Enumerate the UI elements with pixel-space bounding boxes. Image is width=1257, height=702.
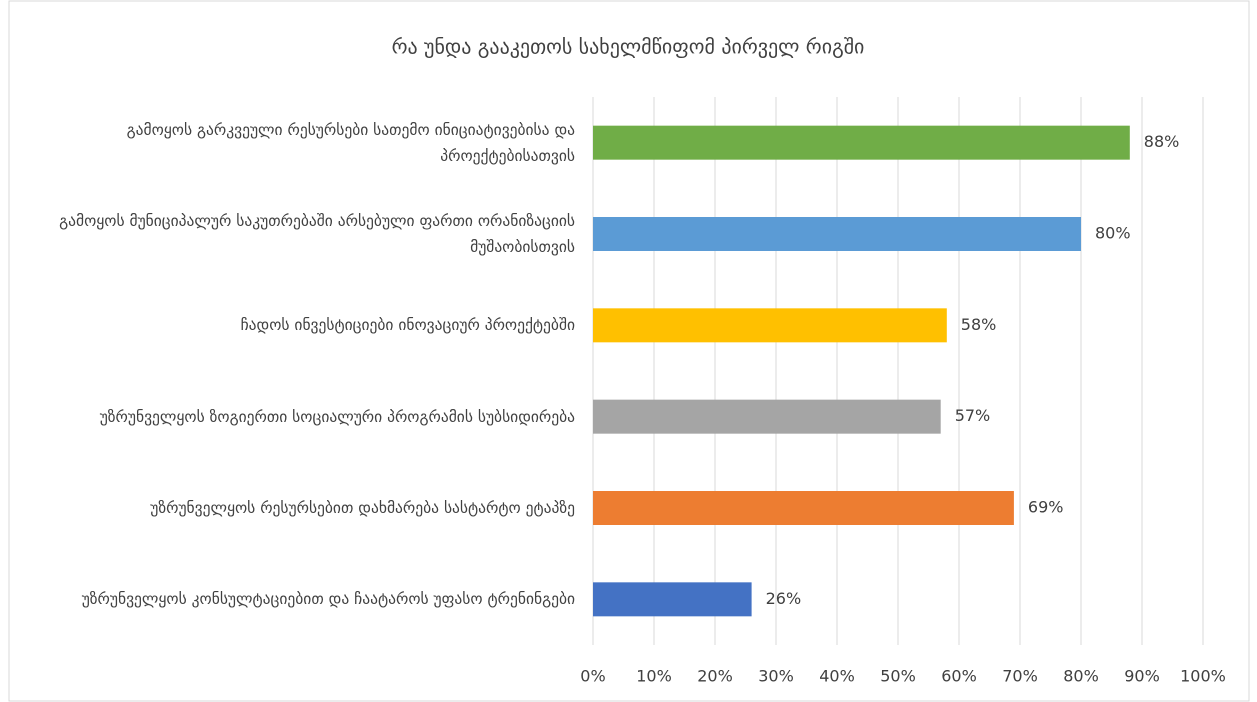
y-tick-label: გამოყოს გარკვეული რესურსები სათემო ინიცი… [126,120,575,165]
chart-frame [8,0,1250,702]
y-tick-label: უზრუნველყოს კონსულტაციებით და ჩაატაროს უ… [81,590,575,609]
x-tick-label: 90% [1124,667,1160,686]
data-label: 58% [961,315,997,334]
data-label: 88% [1144,132,1180,151]
data-label: 57% [955,406,991,425]
x-tick-label: 80% [1063,667,1099,686]
data-label: 26% [766,589,802,608]
y-tick-label: უზრუნველყოს ზოგიერთი სოციალური პროგრამის… [99,407,575,426]
bar [593,582,752,617]
chart-title: რა უნდა გააკეთოს სახელმწიფომ პირველ რიგშ… [392,35,865,59]
x-tick-label: 60% [941,667,977,686]
x-tick-label: 40% [819,667,855,686]
bar [593,491,1014,525]
bar [593,399,941,434]
x-tick-label: 10% [636,667,672,686]
y-tick-label: ჩადოს ინვესტიციები ინოვაციურ პროექტებში [240,316,575,335]
y-tick-label: გამოყოს მუნიციპალურ საკუთრებაში არსებული… [59,212,575,256]
bar [593,308,947,343]
bar [593,125,1130,160]
data-label: 80% [1095,224,1131,243]
bar [593,217,1081,251]
x-tick-label: 0% [580,667,605,686]
x-tick-label: 100% [1180,667,1226,686]
x-tick-label: 30% [758,667,794,686]
data-label: 69% [1028,498,1064,517]
y-tick-label: უზრუნველყოს რესურსებით დახმარება სასტარტ… [150,499,575,517]
x-tick-label: 70% [1002,667,1038,686]
x-tick-label: 50% [880,667,916,686]
x-tick-label: 20% [697,667,733,686]
